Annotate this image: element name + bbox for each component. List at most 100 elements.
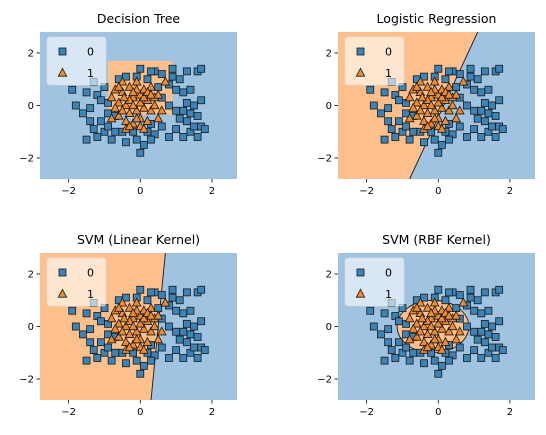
point-class0 xyxy=(132,135,141,144)
point-class1 xyxy=(142,115,153,125)
x-tick-label: −2 xyxy=(61,186,76,197)
point-class1 xyxy=(437,344,447,354)
point-class0 xyxy=(455,291,464,299)
point-class0 xyxy=(175,114,184,123)
point-class0 xyxy=(473,335,482,344)
point-class1 xyxy=(437,323,447,333)
point-class0 xyxy=(190,343,198,352)
point-class1 xyxy=(106,313,117,323)
point-class0 xyxy=(394,317,403,326)
point-class1 xyxy=(128,100,138,110)
point-class0 xyxy=(402,343,410,352)
point-class1 xyxy=(124,81,135,91)
point-class1 xyxy=(447,321,458,331)
point-class1 xyxy=(422,121,433,131)
point-class1 xyxy=(113,81,124,91)
legend-label-class1: 1 xyxy=(87,67,94,80)
point-class1 xyxy=(437,313,447,323)
point-class0 xyxy=(405,356,414,365)
y-tick-label: 2 xyxy=(326,270,332,281)
point-class0 xyxy=(463,322,471,331)
legend-box xyxy=(344,257,405,307)
point-class0 xyxy=(402,122,410,131)
point-class1 xyxy=(139,344,149,354)
point-class0 xyxy=(470,106,479,115)
point-class0 xyxy=(380,88,389,97)
point-class0 xyxy=(384,338,393,347)
point-class0 xyxy=(96,338,105,347)
point-class0 xyxy=(193,133,202,141)
point-class1 xyxy=(135,318,146,328)
point-class0 xyxy=(380,356,389,365)
point-class0 xyxy=(136,285,145,294)
point-class0 xyxy=(430,356,439,365)
subplot-decision-tree: Decision Tree −2 0 2 −2 0 2 0 1 xyxy=(19,11,237,197)
point-class1 xyxy=(444,89,454,99)
legend-label-class0: 0 xyxy=(385,267,392,280)
point-class0 xyxy=(190,101,198,110)
point-class0 xyxy=(463,354,471,362)
point-class0 xyxy=(157,70,166,78)
point-class1 xyxy=(117,105,128,115)
point-class0 xyxy=(491,333,500,341)
x-tick-label: 0 xyxy=(435,186,441,197)
point-class0 xyxy=(107,356,116,365)
point-class0 xyxy=(182,319,191,328)
point-class1 xyxy=(433,97,444,107)
point-class0 xyxy=(182,117,191,126)
point-class0 xyxy=(484,330,493,339)
point-class0 xyxy=(384,117,393,126)
axis-ticks: −2 0 2 −2 0 2 xyxy=(19,270,215,419)
point-class0 xyxy=(182,67,191,76)
point-class0 xyxy=(466,72,475,81)
point-class1 xyxy=(451,89,462,99)
point-class0 xyxy=(89,125,98,134)
point-class0 xyxy=(445,135,453,144)
point-class0 xyxy=(165,133,173,141)
point-class0 xyxy=(480,67,489,76)
point-class0 xyxy=(480,98,489,107)
point-class0 xyxy=(466,285,475,294)
point-class0 xyxy=(495,64,504,73)
point-class1 xyxy=(149,100,160,110)
point-class0 xyxy=(437,361,446,370)
point-class0 xyxy=(147,288,155,297)
point-class1 xyxy=(437,102,447,112)
y-tick-label: 2 xyxy=(326,49,332,60)
point-class0 xyxy=(179,88,188,97)
point-class0 xyxy=(466,64,475,73)
point-class0 xyxy=(394,117,403,126)
legend: 0 1 xyxy=(46,257,107,307)
point-class0 xyxy=(71,322,80,331)
point-class1 xyxy=(417,313,428,323)
point-class1 xyxy=(454,326,465,336)
point-class0 xyxy=(179,133,188,141)
point-class1 xyxy=(106,113,117,123)
subplot-title: SVM (RBF Kernel) xyxy=(382,232,491,247)
subplot-title: SVM (Linear Kernel) xyxy=(77,232,200,247)
point-class0 xyxy=(455,70,464,78)
point-class0 xyxy=(79,109,87,118)
point-class0 xyxy=(165,354,173,362)
point-class1 xyxy=(146,310,156,320)
point-class0 xyxy=(200,346,209,355)
point-class0 xyxy=(434,285,443,294)
point-class0 xyxy=(165,101,173,110)
axis-ticks: −2 0 2 −2 0 2 xyxy=(317,49,513,198)
point-class1 xyxy=(124,328,135,338)
point-class0 xyxy=(190,122,198,131)
point-class1 xyxy=(408,323,419,333)
point-class0 xyxy=(455,343,464,352)
point-class0 xyxy=(175,296,184,305)
point-class0 xyxy=(132,356,141,365)
point-class0 xyxy=(175,75,184,84)
point-class0 xyxy=(445,356,453,365)
point-class0 xyxy=(193,333,202,341)
point-class0 xyxy=(86,338,95,347)
y-tick-label: 0 xyxy=(28,322,34,333)
point-class1 xyxy=(408,102,419,112)
legend-label-class0: 0 xyxy=(385,46,392,59)
x-tick-label: 2 xyxy=(507,407,513,418)
x-tick-label: 0 xyxy=(137,407,143,418)
